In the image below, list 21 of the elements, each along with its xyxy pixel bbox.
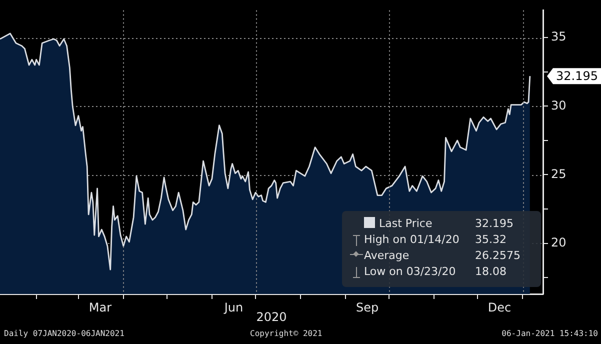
text: Copyright© 2021 bbox=[250, 329, 322, 338]
annotation: High on 01/14/20 bbox=[364, 232, 460, 248]
x-tick-label: Mar bbox=[88, 300, 112, 314]
x-tick-label: Jun bbox=[223, 300, 244, 314]
y-tick-label: 25 bbox=[551, 166, 566, 181]
text: 06-Jan-2021 15:43:10 bbox=[502, 329, 598, 338]
x-tick-label: Sep bbox=[356, 300, 379, 314]
annotation: 18.08 bbox=[475, 264, 506, 280]
annotation: 35.32 bbox=[475, 232, 506, 248]
annotation: Average bbox=[364, 248, 410, 264]
text: Daily 07JAN2020-06JAN2021 bbox=[4, 329, 124, 338]
x-tick-label: Dec bbox=[488, 300, 512, 314]
x-axis-title: 2020 bbox=[256, 310, 287, 324]
legend-label: Last Price bbox=[378, 216, 432, 232]
y-tick-label: 35 bbox=[551, 30, 566, 44]
y-tick-label: 20 bbox=[551, 235, 566, 250]
annotation: Low on 03/23/20 bbox=[364, 264, 456, 280]
annotation: 32.195 bbox=[556, 69, 598, 84]
annotation: 32.195 bbox=[475, 216, 514, 232]
annotation: 26.2575 bbox=[475, 248, 520, 264]
y-tick-label: 30 bbox=[551, 98, 566, 112]
